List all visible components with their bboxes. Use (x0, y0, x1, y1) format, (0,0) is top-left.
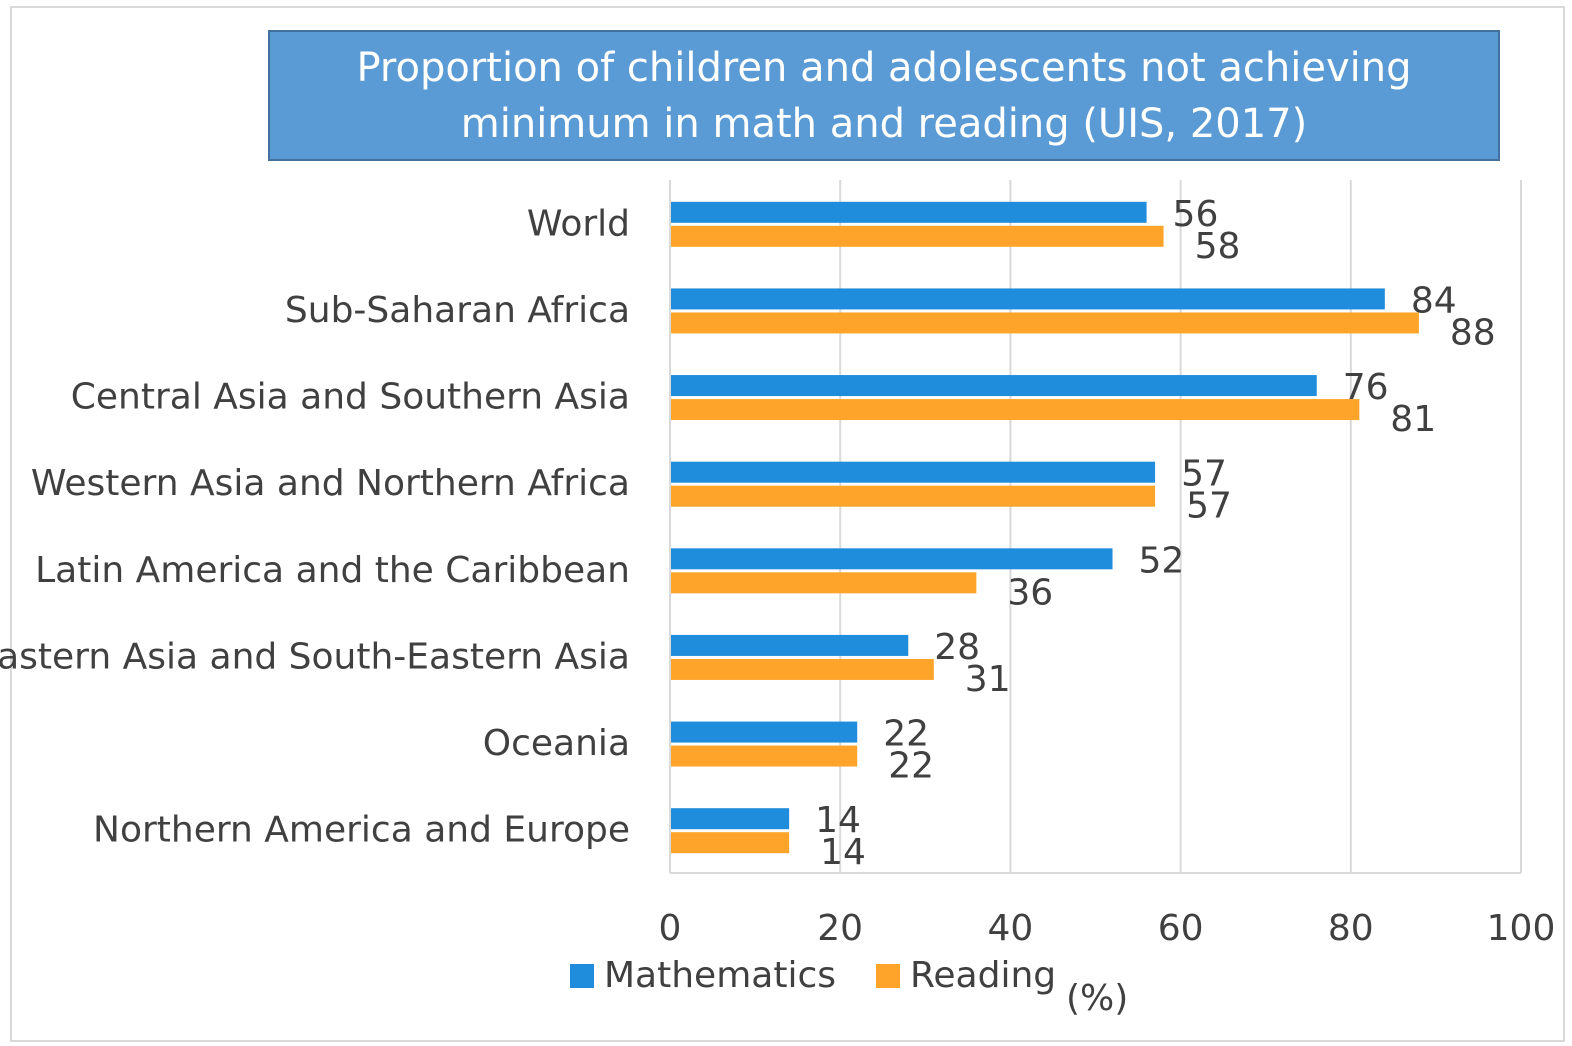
value-label-reading: 31 (965, 659, 1011, 700)
value-label-mathematics: 14 (815, 800, 861, 841)
value-label-reading: 81 (1390, 399, 1436, 440)
legend-swatch-reading (876, 963, 900, 988)
bar-mathematics (671, 375, 1317, 397)
legend: Mathematics Reading (570, 955, 1096, 996)
bar-mathematics (671, 808, 790, 830)
legend-swatch-mathematics (570, 963, 594, 988)
category-label: Central Asia and Southern Asia (71, 377, 630, 418)
legend-item-mathematics: Mathematics (570, 955, 836, 996)
x-tick-label-60: 60 (1158, 908, 1204, 949)
bar-reading (671, 312, 1419, 334)
category-label: Western Asia and Northern Africa (31, 463, 630, 504)
value-label-mathematics: 57 (1181, 454, 1227, 495)
bar-mathematics (671, 461, 1156, 483)
x-tick-label-80: 80 (1328, 908, 1374, 949)
value-label-reading: 88 (1450, 312, 1496, 353)
bar-mathematics (671, 288, 1385, 310)
x-axis-unit-label: (%) (1066, 978, 1129, 1019)
chart-title-box: Proportion of children and adolescents n… (268, 30, 1500, 161)
bar-reading (671, 572, 977, 594)
category-label: World (527, 203, 630, 244)
category-label: Oceania (483, 723, 630, 764)
legend-item-reading: Reading (876, 955, 1056, 996)
value-label-reading: 57 (1186, 486, 1232, 527)
bar-reading (671, 745, 858, 767)
bar-reading (671, 658, 934, 680)
bar-reading (671, 832, 790, 854)
bar-mathematics (671, 548, 1113, 570)
value-label-reading: 14 (820, 832, 866, 873)
bar-reading (671, 225, 1164, 247)
x-tick-label-40: 40 (987, 908, 1033, 949)
x-tick-label-0: 0 (659, 908, 682, 949)
legend-label-mathematics: Mathematics (604, 955, 836, 996)
legend-label-reading: Reading (910, 955, 1057, 996)
category-label: Latin America and the Caribbean (35, 550, 630, 591)
value-label-mathematics: 22 (883, 714, 929, 755)
value-label-mathematics: 28 (934, 627, 980, 668)
category-label: Northern America and Europe (93, 810, 630, 851)
bar-mathematics (671, 634, 909, 656)
x-tick-label-100: 100 (1487, 908, 1556, 949)
value-label-reading: 22 (888, 746, 934, 787)
category-label: Sub-Saharan Africa (285, 290, 630, 331)
chart-title: Proportion of children and adolescents n… (356, 44, 1412, 147)
bar-reading (671, 399, 1360, 421)
bar-mathematics (671, 201, 1147, 223)
value-label-reading: 58 (1195, 226, 1241, 267)
chart-frame (10, 6, 1565, 1042)
category-label: Eastern Asia and South-Eastern Asia (0, 636, 630, 677)
x-tick-label-20: 20 (817, 908, 863, 949)
bar-reading (671, 485, 1156, 507)
value-label-mathematics: 52 (1139, 540, 1185, 581)
value-label-reading: 36 (1007, 572, 1053, 613)
bar-mathematics (671, 721, 858, 743)
value-label-mathematics: 56 (1173, 194, 1219, 235)
